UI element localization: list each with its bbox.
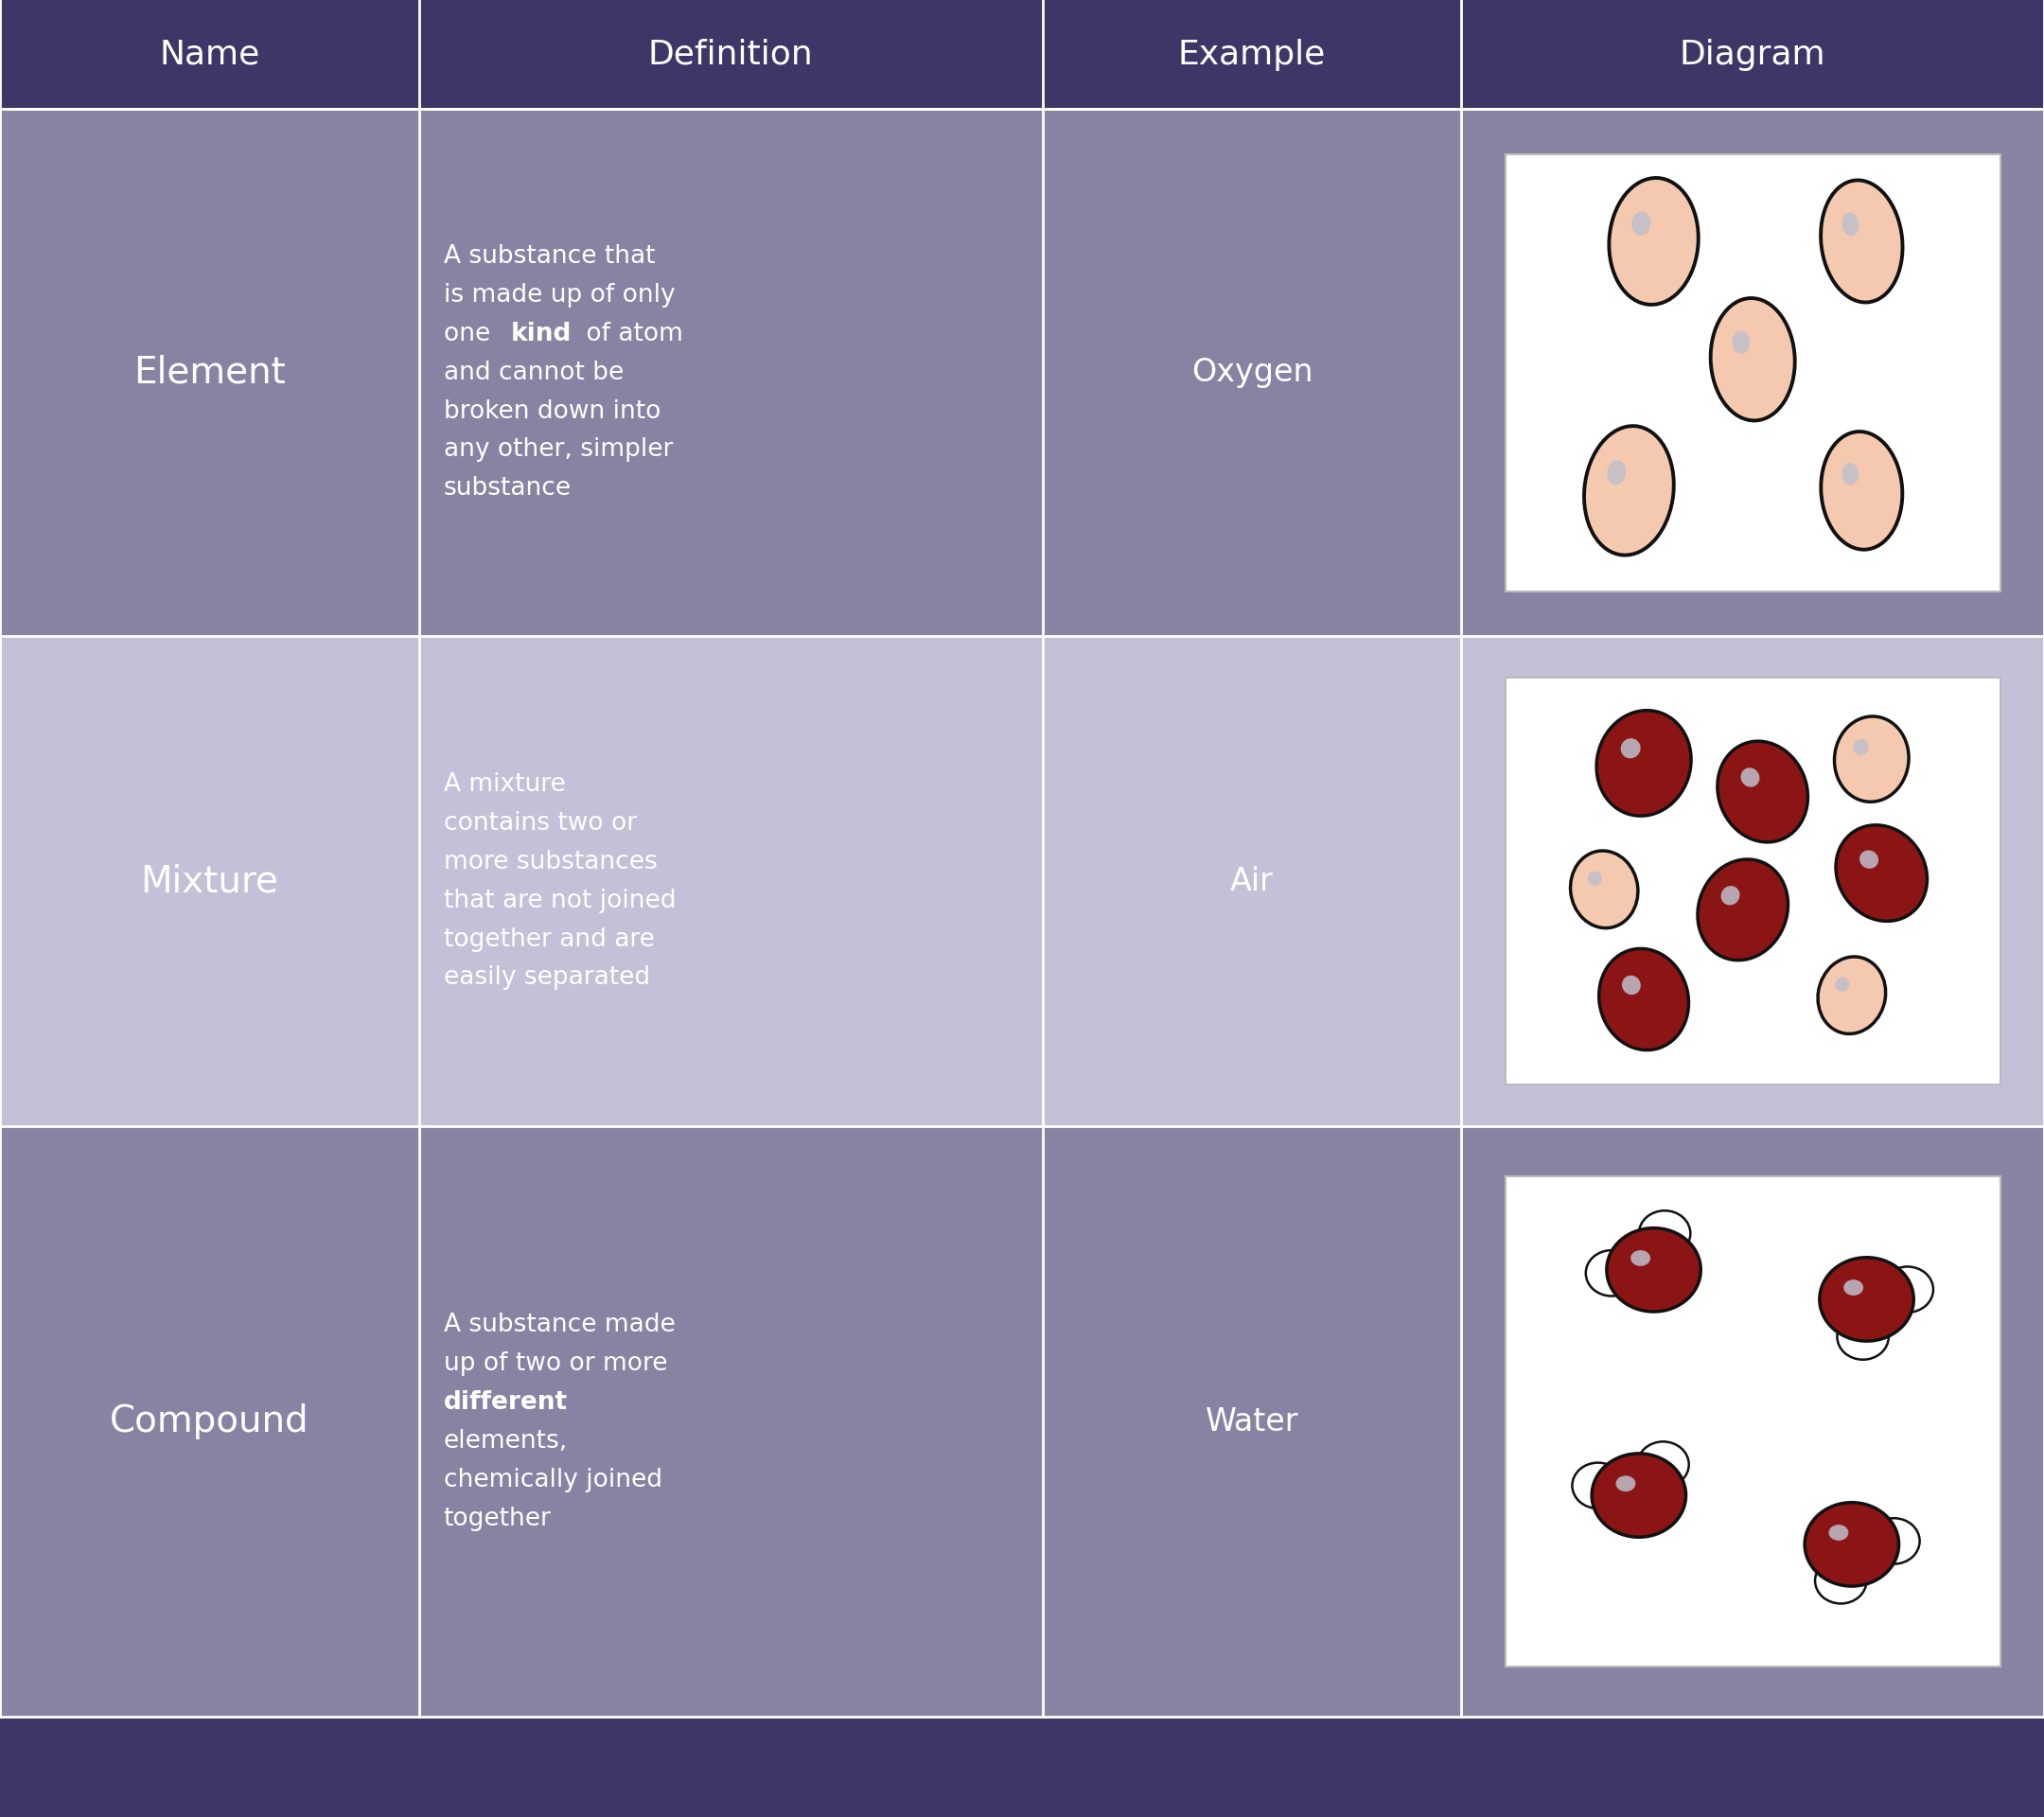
Text: more substances: more substances [444, 850, 658, 874]
Ellipse shape [1621, 738, 1641, 758]
Ellipse shape [1623, 976, 1641, 994]
Text: kind: kind [511, 322, 572, 345]
Ellipse shape [1596, 710, 1690, 816]
Bar [1461, 1127, 2044, 1717]
Text: easily separated: easily separated [444, 965, 650, 990]
Bar [1504, 1177, 2001, 1666]
Text: Example: Example [1177, 38, 1327, 71]
Text: Water: Water [1206, 1406, 1298, 1437]
Ellipse shape [1842, 213, 1858, 236]
Ellipse shape [1717, 741, 1807, 841]
Text: Diagram: Diagram [1680, 38, 1825, 71]
Ellipse shape [1829, 1524, 1848, 1541]
Text: and cannot be: and cannot be [444, 360, 623, 385]
Text: substance: substance [444, 476, 572, 501]
Ellipse shape [1617, 1475, 1635, 1492]
Ellipse shape [1721, 887, 1739, 905]
Ellipse shape [1836, 978, 1850, 992]
Ellipse shape [1588, 870, 1602, 887]
Ellipse shape [1637, 1441, 1688, 1488]
Bar [0, 109, 419, 636]
Ellipse shape [1833, 716, 1909, 801]
Bar [0, 0, 2044, 109]
Ellipse shape [1815, 1557, 1866, 1604]
Text: elements,: elements, [444, 1428, 568, 1454]
Ellipse shape [1609, 178, 1699, 305]
Text: one: one [444, 322, 499, 345]
Text: Air: Air [1230, 865, 1273, 898]
Ellipse shape [1639, 1210, 1690, 1256]
Ellipse shape [1711, 298, 1795, 420]
Ellipse shape [1838, 1314, 1889, 1359]
Bar [419, 636, 1042, 1127]
Text: A mixture: A mixture [444, 772, 566, 798]
Text: Compound: Compound [110, 1405, 309, 1439]
Ellipse shape [1844, 1279, 1864, 1296]
Bar [0, 1127, 419, 1717]
Text: any other, simpler: any other, simpler [444, 438, 672, 462]
Bar [1461, 109, 2044, 636]
Ellipse shape [1699, 859, 1788, 959]
Ellipse shape [1598, 948, 1688, 1050]
Ellipse shape [1883, 1266, 1934, 1312]
Text: together: together [444, 1506, 552, 1532]
Text: different: different [444, 1390, 568, 1415]
Text: A substance that: A substance that [444, 243, 654, 269]
Bar [1042, 109, 1461, 636]
Ellipse shape [1741, 769, 1760, 787]
Text: Name: Name [159, 38, 260, 71]
Text: broken down into: broken down into [444, 400, 660, 423]
Ellipse shape [1572, 1463, 1623, 1508]
Bar [419, 109, 1042, 636]
Bar [1504, 154, 2001, 591]
Ellipse shape [1821, 180, 1903, 302]
Bar [1042, 1127, 1461, 1717]
Text: A substance made: A substance made [444, 1312, 675, 1337]
Text: Mixture: Mixture [141, 863, 278, 899]
Ellipse shape [1586, 1250, 1637, 1296]
Text: Oxygen: Oxygen [1192, 356, 1312, 389]
Bar [0, 636, 419, 1127]
Bar [419, 1127, 1042, 1717]
Bar [1504, 678, 2001, 1085]
Ellipse shape [1607, 1228, 1701, 1312]
Ellipse shape [1731, 331, 1750, 354]
Ellipse shape [1819, 1257, 1913, 1341]
Text: Element: Element [133, 354, 286, 391]
Text: chemically joined: chemically joined [444, 1468, 662, 1492]
Bar [1042, 636, 1461, 1127]
Ellipse shape [1592, 1454, 1686, 1537]
Ellipse shape [1584, 425, 1674, 556]
Ellipse shape [1607, 460, 1625, 485]
Ellipse shape [1631, 211, 1652, 236]
Ellipse shape [1821, 432, 1903, 549]
Ellipse shape [1631, 1250, 1650, 1266]
Text: up of two or more: up of two or more [444, 1352, 666, 1375]
Text: together and are: together and are [444, 927, 654, 952]
Text: that are not joined: that are not joined [444, 889, 677, 912]
Ellipse shape [1842, 463, 1858, 485]
Text: Definition: Definition [648, 38, 814, 71]
Ellipse shape [1805, 1503, 1899, 1586]
Text: contains two or: contains two or [444, 810, 638, 836]
Bar [1461, 636, 2044, 1127]
Ellipse shape [1860, 850, 1878, 869]
Text: is made up of only: is made up of only [444, 283, 675, 307]
Text: of atom: of atom [578, 322, 683, 345]
Ellipse shape [1868, 1519, 1919, 1564]
Ellipse shape [1854, 740, 1868, 756]
Ellipse shape [1817, 958, 1887, 1034]
Ellipse shape [1570, 850, 1637, 928]
Ellipse shape [1836, 825, 1927, 921]
